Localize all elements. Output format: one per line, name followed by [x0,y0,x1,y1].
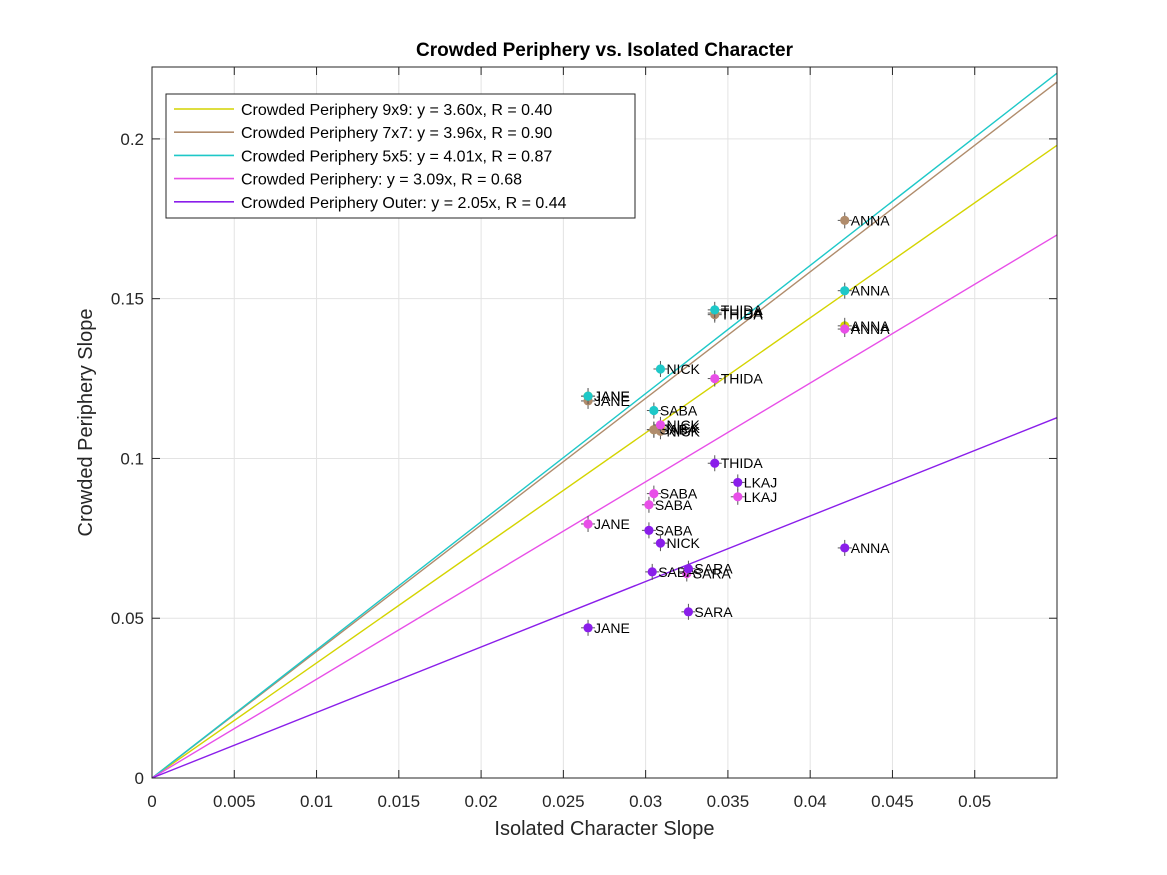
regression-line [151,234,1058,779]
data-point [649,405,659,416]
point-label: JANE [594,620,630,636]
data-point [840,543,850,553]
x-tick-label: 0.025 [542,792,585,811]
point-label: THIDA [721,305,764,321]
point-label: JANE [594,388,630,404]
data-point [710,305,720,315]
x-tick-label: 0.01 [300,792,333,811]
point-label: NICK [666,361,700,377]
point-label: SABA [655,522,693,538]
data-point [840,286,850,296]
regression-line [151,144,1058,779]
legend: Crowded Periphery 9x9: y = 3.60x, R = 0.… [165,93,636,219]
point-label: SABA [660,422,698,438]
data-point [840,324,850,334]
x-axis-label: Isolated Character Slope [494,818,714,840]
data-point [649,425,659,435]
point-label: SABA [660,422,698,438]
data-point [655,364,666,374]
point-label: ANNA [851,540,891,556]
data-point [644,500,654,510]
regression-line [151,81,1058,779]
data-point [583,391,593,401]
y-tick-label: 0.05 [111,609,144,628]
data-point [644,525,654,535]
x-tick-label: 0 [147,792,156,811]
data-point [683,564,694,574]
point-label: NICK [666,420,700,436]
point-label: SABA [660,486,698,502]
x-tick-label: 0.02 [465,792,498,811]
point-label: NICK [666,417,700,433]
point-label: JANE [594,393,630,409]
legend-box [165,93,636,219]
point-label: JANE [594,388,630,404]
point-label: NICK [666,535,700,551]
data-points: ANNATHIDAJANENICKSABAANNATHIDAJANENICKSA… [581,212,891,636]
legend-entry: Crowded Periphery Outer: y = 2.05x, R = … [241,195,567,212]
data-point [655,538,666,548]
regression-lines [151,72,1058,779]
x-tick-label: 0.03 [629,792,662,811]
axes-box [151,66,1058,779]
point-label: THIDA [721,307,764,323]
x-tick-label: 0.05 [958,792,991,811]
x-tick-label: 0.005 [213,792,256,811]
data-point [649,489,659,499]
data-point [710,458,720,468]
x-tick-label: 0.045 [871,792,914,811]
point-label: SARA [693,565,732,581]
point-label: SABA [655,497,693,513]
legend-entry: Crowded Periphery 9x9: y = 3.60x, R = 0.… [241,102,552,119]
regression-line [151,417,1058,779]
point-label: THIDA [721,302,764,318]
data-point [710,373,720,384]
point-label: NICK [666,423,700,439]
y-tick-label: 0.1 [120,449,144,468]
point-label: SARA [694,604,733,620]
legend-entry: Crowded Periphery 7x7: y = 3.96x, R = 0.… [241,125,552,142]
point-label: THIDA [721,455,764,471]
y-tick-label: 0 [135,769,144,788]
x-tick-label: 0.04 [794,792,827,811]
data-point [655,420,666,430]
data-point [840,215,850,225]
x-tick-label: 0.035 [707,792,750,811]
legend-entry: Crowded Periphery 5x5: y = 4.01x, R = 0.… [241,148,552,165]
axis-ticks: 0 0.005 0.01 0.015 0.02 0.025 0.03 0.035 0.04 0.0… [111,67,1057,811]
chart-title: Crowded Periphery vs. Isolated Character [416,40,794,61]
point-label: JANE [594,516,630,532]
point-label: SARA [694,561,733,577]
y-axis-label: Crowded Periphery Slope [75,309,97,537]
point-label: SABA [660,403,698,419]
data-point [683,607,694,617]
point-label: ANNA [851,212,891,228]
point-label: THIDA [721,371,764,387]
regression-line [151,72,1058,779]
data-point [647,567,657,577]
point-label: LKAJ [744,474,777,490]
data-point [733,492,743,502]
y-tick-label: 0.2 [120,130,144,149]
legend-entry: Crowded Periphery: y = 3.09x, R = 0.68 [241,172,522,189]
y-tick-label: 0.15 [111,290,144,309]
point-label: ANNA [851,321,891,337]
data-point [733,477,743,488]
x-tick-label: 0.015 [378,792,421,811]
point-label: LKAJ [744,489,777,505]
point-label: ANNA [851,318,891,334]
data-point [583,623,593,633]
point-label: ANNA [851,283,891,299]
data-point [583,519,593,529]
